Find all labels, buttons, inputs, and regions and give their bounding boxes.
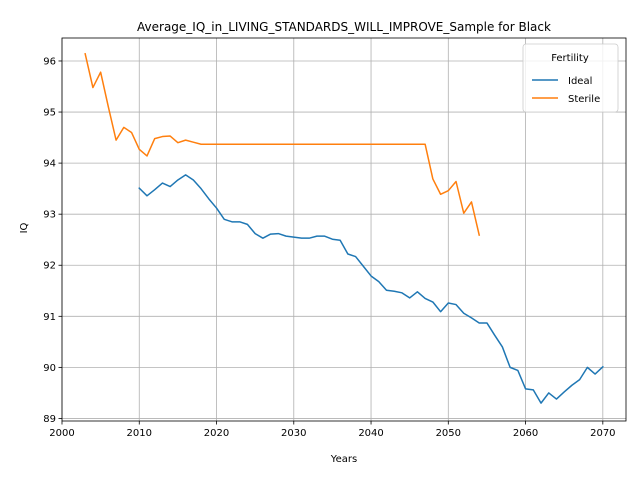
y-tick-label: 96 [43,56,56,67]
legend: Fertility Ideal Sterile [522,43,619,113]
chart-title: Average_IQ_in_LIVING_STANDARDS_WILL_IMPR… [137,20,551,34]
y-tick-label: 92 [43,261,56,272]
plot-frame [61,37,627,422]
legend-label-ideal: Ideal [568,76,592,87]
x-tick-label: 2070 [590,428,615,439]
y-tick-label: 90 [43,363,56,374]
x-tick-label: 2050 [436,428,461,439]
x-tick-label: 2040 [358,428,383,439]
x-tick-label: 2060 [513,428,538,439]
series-lines [84,52,604,404]
x-axis-ticks: 2000 2010 2020 2030 2040 2050 2060 2070 [49,421,616,439]
x-tick-label: 2000 [49,428,74,439]
y-tick-label: 94 [43,159,56,170]
x-tick-label: 2010 [127,428,152,439]
x-tick-label: 2020 [204,428,229,439]
series-line-ideal [138,174,604,404]
y-tick-label: 95 [43,108,56,119]
y-axis-label: IQ [19,222,30,233]
y-tick-label: 91 [43,312,56,323]
x-tick-label: 2030 [281,428,306,439]
x-axis-label: Years [330,454,357,465]
legend-title: Fertility [551,53,589,64]
y-axis-ticks: 89 90 91 92 93 94 95 96 [43,56,62,425]
series-line-sterile [84,52,481,237]
y-tick-label: 89 [43,414,56,425]
legend-box [522,43,619,113]
legend-label-sterile: Sterile [568,94,600,105]
y-tick-label: 93 [43,210,56,221]
